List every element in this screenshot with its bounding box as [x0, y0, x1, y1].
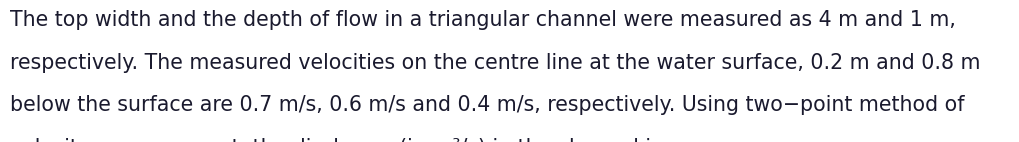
- Text: below the surface are 0.7 m/s, 0.6 m/s and 0.4 m/s, respectively. Using two−poin: below the surface are 0.7 m/s, 0.6 m/s a…: [10, 95, 964, 115]
- Text: The top width and the depth of flow in a triangular channel were measured as 4 m: The top width and the depth of flow in a…: [10, 10, 955, 30]
- Text: velocity measurement, the discharge (in m³/s) in the channel is: velocity measurement, the discharge (in …: [10, 138, 661, 142]
- Text: respectively. The measured velocities on the centre line at the water surface, 0: respectively. The measured velocities on…: [10, 53, 979, 73]
